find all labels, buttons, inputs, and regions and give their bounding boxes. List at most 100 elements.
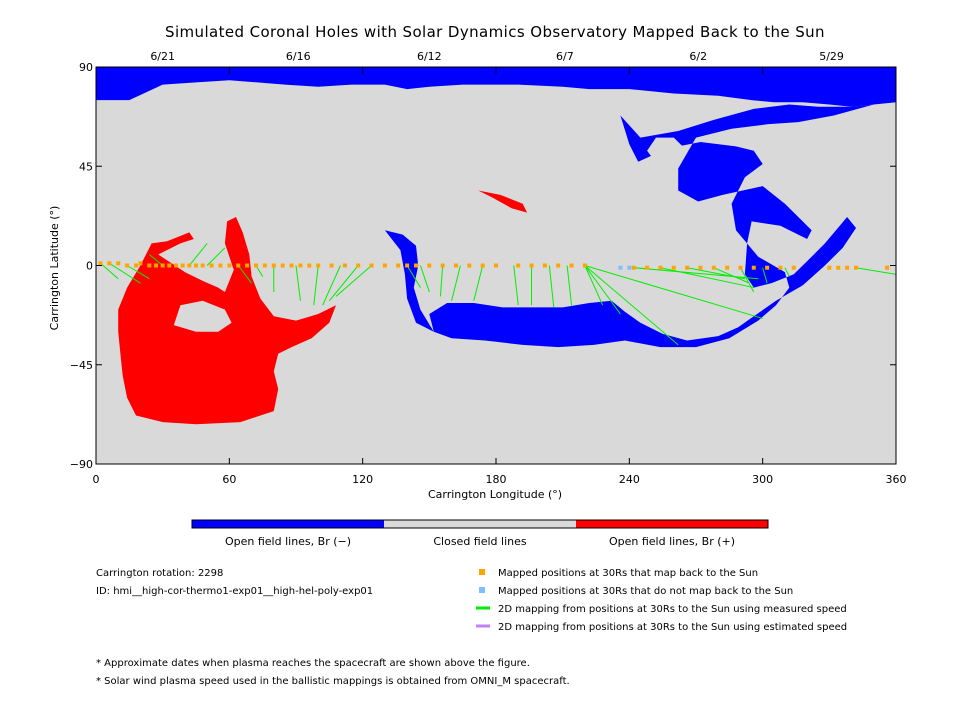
- legend-label: 2D mapping from positions at 30Rs to the…: [498, 622, 847, 633]
- mapping-line: [513, 265, 519, 306]
- mapped-point: [298, 263, 303, 268]
- y-tick-label: 90: [79, 61, 93, 74]
- date-tick-label: 6/21: [150, 50, 175, 63]
- mapped-point: [147, 263, 152, 268]
- mapping-line: [335, 265, 372, 297]
- colorbar-segment: [384, 520, 576, 528]
- mapped-point: [698, 265, 703, 270]
- date-tick-label: 6/16: [286, 50, 311, 63]
- mapping-line: [451, 265, 461, 301]
- mapped-point: [316, 263, 321, 268]
- mapped-point: [751, 265, 756, 270]
- mapped-point: [236, 263, 241, 268]
- y-axis-label: Carrington Latitude (°): [48, 206, 61, 331]
- mapped-point: [396, 263, 401, 268]
- mapping-line: [100, 262, 119, 280]
- mapped-point: [271, 263, 276, 268]
- mapped-point: [494, 263, 498, 268]
- mapped-point: [227, 263, 232, 268]
- colorbar-segment: [192, 520, 384, 528]
- mapping-line: [328, 265, 359, 302]
- unmapped-point: [618, 265, 623, 270]
- mapping-line: [566, 265, 573, 306]
- colorbar-label: Open field lines, Br (+): [609, 535, 735, 548]
- mapping-line: [295, 265, 301, 301]
- mapped-point: [280, 263, 285, 268]
- mapping-line: [406, 265, 421, 288]
- central-south-hole: [384, 230, 434, 332]
- mapped-point: [440, 263, 445, 268]
- colorbar-frame: [191, 519, 769, 529]
- colorbar-label: Closed field lines: [433, 535, 527, 548]
- colorbar-label: Open field lines, Br (−): [225, 535, 351, 548]
- date-tick-label: 6/12: [417, 50, 442, 63]
- mapped-point: [187, 263, 192, 268]
- north-extension-hole: [429, 89, 874, 348]
- mapped-point: [369, 263, 374, 268]
- mapped-point: [671, 265, 676, 270]
- mapped-point: [154, 263, 158, 268]
- mapped-point: [845, 265, 850, 270]
- mapped-point: [631, 265, 636, 270]
- mapped-point: [107, 261, 112, 266]
- mapped-point: [209, 263, 214, 268]
- mapped-point: [134, 263, 138, 268]
- mapping-line: [762, 267, 768, 284]
- mapped-point: [180, 263, 185, 268]
- mapping-line: [419, 265, 430, 293]
- x-tick-label: 180: [486, 473, 507, 486]
- mapping-line: [548, 265, 555, 308]
- mapping-line: [439, 265, 444, 297]
- mapped-point: [480, 263, 485, 268]
- mapping-line: [473, 265, 484, 301]
- carrington-rotation: Carrington rotation: 2298: [96, 568, 223, 579]
- mapped-point: [382, 263, 387, 268]
- mapped-point: [194, 263, 198, 268]
- mapping-line: [584, 265, 604, 306]
- north-red-streak: [478, 190, 528, 213]
- legend-marker: [479, 587, 485, 593]
- mapped-point: [427, 263, 432, 268]
- legend-label: 2D mapping from positions at 30Rs to the…: [498, 604, 847, 615]
- x-tick-label: 240: [619, 473, 640, 486]
- mapped-point: [725, 265, 730, 270]
- x-tick-label: 0: [93, 473, 100, 486]
- y-tick-label: 0: [86, 260, 93, 273]
- x-tick-label: 120: [352, 473, 373, 486]
- mapped-point: [125, 263, 130, 268]
- legend-label: Mapped positions at 30Rs that map back t…: [498, 568, 758, 579]
- mapping-line: [584, 265, 763, 319]
- note-speed: * Solar wind plasma speed used in the ba…: [96, 676, 570, 687]
- mapped-point: [658, 265, 663, 270]
- mapped-point: [116, 261, 121, 266]
- mapped-point: [765, 265, 770, 270]
- mapped-point: [414, 263, 418, 268]
- mapped-point: [405, 263, 410, 268]
- date-tick-label: 6/7: [556, 50, 574, 63]
- chart-title: Simulated Coronal Holes with Solar Dynam…: [165, 23, 825, 41]
- date-tick-label: 6/2: [689, 50, 707, 63]
- y-tick-label: 45: [79, 160, 93, 173]
- mapping-line: [237, 265, 252, 284]
- mapped-point: [454, 263, 458, 268]
- mapped-point: [262, 263, 267, 268]
- mapping-line: [855, 267, 897, 275]
- legend-marker: [479, 569, 485, 575]
- mapped-point: [836, 265, 841, 270]
- mapped-point: [98, 261, 103, 266]
- mapped-point: [289, 263, 294, 268]
- mapping-line: [149, 254, 163, 266]
- mapped-point: [160, 263, 165, 268]
- mapped-point: [329, 263, 334, 268]
- mapping-line: [126, 265, 150, 280]
- note-dates: * Approximate dates when plasma reaches …: [96, 658, 530, 669]
- mapped-point: [791, 265, 796, 270]
- legend: Mapped positions at 30Rs that map back t…: [476, 568, 847, 633]
- unmapped-point: [627, 265, 632, 270]
- x-axis-label: Carrington Longitude (°): [428, 488, 562, 501]
- x-tick-label: 60: [222, 473, 236, 486]
- mapped-point: [307, 263, 312, 268]
- mapping-line: [188, 243, 208, 266]
- mapped-point: [885, 265, 890, 270]
